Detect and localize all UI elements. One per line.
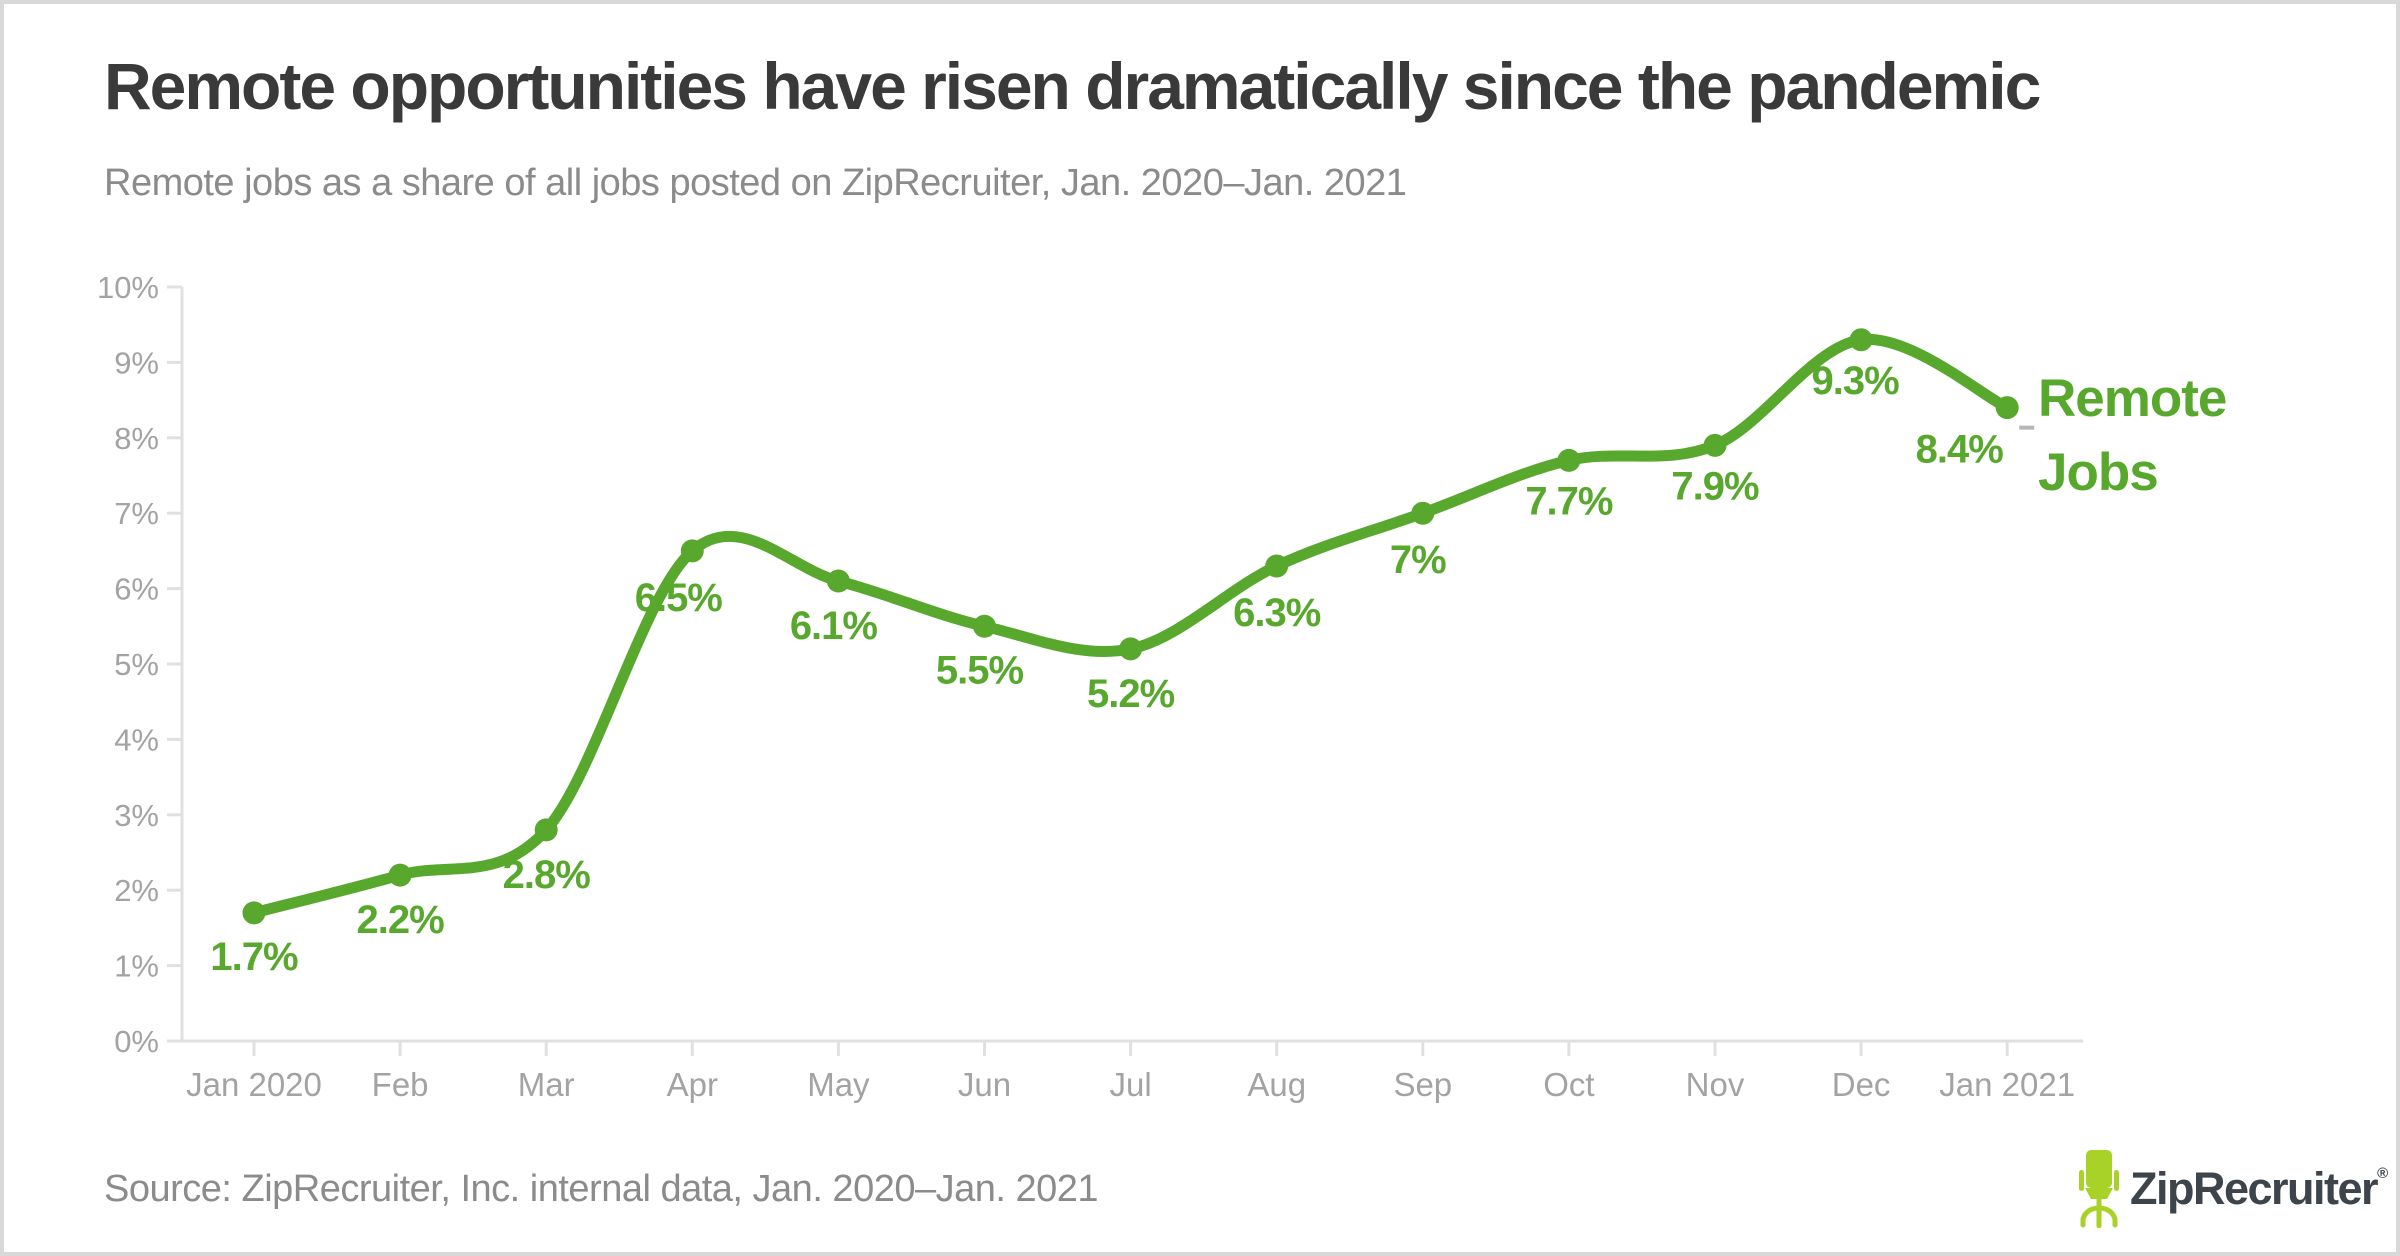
data-point-label: 5.5% — [936, 648, 1024, 692]
data-point-marker — [1411, 501, 1435, 525]
data-point-label: 2.8% — [503, 853, 591, 897]
x-tick-label: Jan 2021 — [1939, 1066, 2075, 1103]
data-point-marker — [973, 614, 996, 638]
y-tick-label: 7% — [114, 496, 159, 531]
y-tick-label: 6% — [114, 572, 159, 607]
x-tick-label: Nov — [1686, 1066, 1745, 1103]
data-point-label: 7.7% — [1525, 479, 1613, 523]
data-point-marker — [1703, 433, 1727, 457]
data-point-marker — [534, 818, 558, 842]
registered-mark-icon: ® — [2377, 1165, 2389, 1182]
series-line — [248, 333, 2013, 919]
y-tick-label: 3% — [114, 798, 159, 833]
data-point-marker — [1995, 396, 2019, 420]
x-tick-label: Sep — [1393, 1066, 1452, 1103]
x-tick-label: Apr — [667, 1066, 718, 1103]
page-title: Remote opportunities have risen dramatic… — [104, 49, 2041, 123]
page-subtitle: Remote jobs as a share of all jobs poste… — [104, 162, 1407, 204]
y-tick-label: 5% — [114, 647, 159, 682]
data-point-label: 6.3% — [1233, 591, 1321, 635]
data-point-marker — [1265, 554, 1289, 578]
data-point-label: 8.4% — [1916, 428, 2004, 472]
data-point-label: 6.5% — [635, 576, 723, 620]
brand-name: ZipRecruiter — [2130, 1163, 2379, 1214]
data-point-marker — [826, 569, 850, 593]
y-tick-label: 4% — [114, 722, 159, 757]
x-tick-label: Mar — [518, 1066, 575, 1103]
x-tick-label: Jul — [1110, 1066, 1152, 1103]
data-point-marker — [1557, 448, 1581, 472]
x-tick-label: Oct — [1543, 1066, 1594, 1103]
data-point-marker — [388, 863, 412, 887]
x-tick-label: May — [807, 1066, 870, 1103]
series-label-remote-jobs: Remote Jobs — [2038, 369, 2227, 503]
source-note: Source: ZipRecruiter, Inc. internal data… — [104, 1168, 1099, 1210]
office-chair-icon — [2079, 1150, 2119, 1228]
data-point-label: 1.7% — [210, 935, 298, 979]
data-point-marker — [242, 901, 266, 925]
data-point-label: 6.1% — [790, 604, 878, 648]
y-tick-label: 8% — [114, 421, 159, 456]
data-point-marker — [1849, 328, 1873, 352]
y-tick-label: 1% — [114, 949, 159, 984]
y-tick-label: 0% — [114, 1024, 159, 1059]
x-tick-label: Feb — [372, 1066, 429, 1103]
y-tick-label: 9% — [114, 345, 159, 380]
x-tick-label: Jan 2020 — [186, 1066, 322, 1103]
data-point-marker — [1119, 637, 1143, 661]
data-point-label: 9.3% — [1812, 359, 1900, 403]
data-point-label: 7% — [1390, 538, 1446, 582]
axis-lines — [180, 287, 2083, 1043]
x-tick-label: Jun — [958, 1066, 1011, 1103]
data-point-label: 7.9% — [1671, 464, 1759, 508]
brand-logo: ZipRecruiter ® — [2078, 1150, 2388, 1228]
x-tick-label: Aug — [1247, 1066, 1306, 1103]
data-point-label: 2.2% — [357, 898, 445, 942]
data-point-label: 5.2% — [1087, 672, 1175, 716]
data-point-marker — [680, 539, 704, 563]
y-tick-label: 10% — [97, 270, 159, 305]
x-tick-label: Dec — [1832, 1066, 1891, 1103]
line-chart: 0% 1% 2% 3% 4% 5% 6% 7% 8% 9% 10% Jan 2020 Feb Mar Apr… — [97, 270, 2083, 1103]
y-tick-label: 2% — [114, 873, 159, 908]
